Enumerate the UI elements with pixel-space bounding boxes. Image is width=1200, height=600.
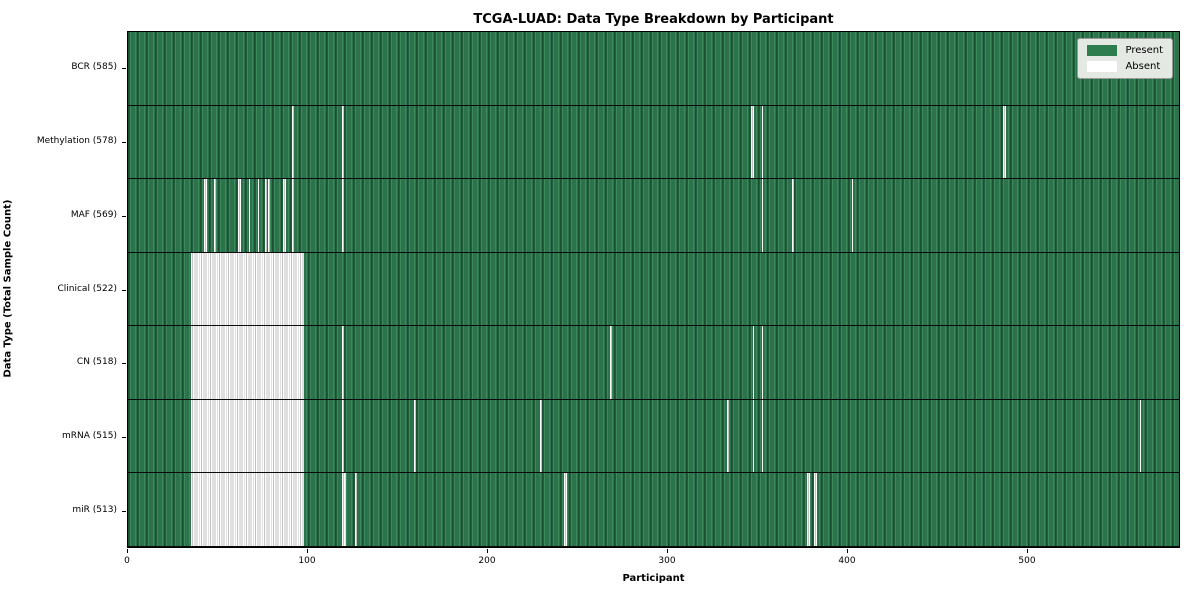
ytick-mark (122, 141, 126, 143)
xtick-label: 300 (658, 556, 676, 566)
ytick-mark (122, 363, 126, 365)
xtick-label: 0 (124, 556, 130, 566)
absent-cell (761, 105, 764, 179)
absent-cell (761, 399, 764, 473)
legend-entry-absent: Absent (1087, 61, 1163, 72)
ytick-label: Clinical (522) (57, 283, 117, 294)
absent-cell (540, 399, 542, 473)
absent-cell (214, 179, 217, 252)
ytick-label: CN (518) (76, 357, 117, 368)
heatmap-row-clinical (128, 252, 1179, 327)
xtick-mark (127, 549, 128, 553)
ytick-label: miR (513) (72, 505, 117, 516)
absent-cell (191, 473, 305, 547)
xtick-label: 200 (478, 556, 496, 566)
absent-cell (291, 105, 294, 179)
absent-swatch-icon (1087, 61, 1118, 72)
absent-cell (792, 179, 794, 252)
absent-cell (342, 399, 344, 473)
absent-cell (806, 473, 811, 547)
heatmap-row-mrna (128, 399, 1179, 474)
heatmap-row-maf (128, 179, 1179, 253)
xtick-mark (487, 549, 488, 553)
absent-cell (282, 179, 287, 252)
absent-cell (342, 473, 346, 547)
absent-cell (248, 179, 251, 252)
ytick-mark (122, 437, 126, 439)
absent-cell (1139, 399, 1142, 473)
absent-cell (191, 326, 305, 399)
absent-cell (257, 179, 260, 252)
xtick-mark (1027, 549, 1028, 553)
absent-cell (268, 179, 271, 252)
absent-cell (291, 179, 294, 252)
xtick-label: 400 (838, 556, 856, 566)
absent-cell (610, 326, 613, 399)
absent-cell (191, 252, 305, 326)
absent-cell (354, 473, 357, 547)
absent-cell (342, 179, 344, 252)
absent-cell (752, 399, 755, 473)
ytick-label: MAF (569) (70, 209, 117, 220)
x-axis-label: Participant (622, 573, 685, 584)
ytick-mark (122, 289, 126, 291)
absent-cell (750, 105, 755, 179)
xtick-mark (667, 549, 668, 553)
ytick-mark (122, 67, 126, 69)
absent-cell (414, 399, 416, 473)
xtick-mark (847, 549, 848, 553)
legend-entry-present: Present (1087, 45, 1163, 56)
absent-cell (191, 399, 305, 473)
legend-present-label: Present (1125, 45, 1163, 56)
legend-absent-label: Absent (1125, 61, 1161, 72)
plot-area: Present Absent (127, 31, 1180, 548)
present-swatch-icon (1087, 45, 1118, 56)
absent-cell (342, 326, 344, 399)
absent-cell (761, 326, 764, 399)
xtick-label: 100 (298, 556, 316, 566)
xtick-mark (307, 549, 308, 553)
absent-cell (342, 105, 344, 179)
ytick-mark (122, 215, 126, 217)
heatmap-row-cn (128, 326, 1179, 400)
chart-title: TCGA-LUAD: Data Type Breakdown by Partic… (473, 12, 834, 27)
absent-cell (752, 326, 755, 399)
absent-cell (264, 179, 267, 252)
xtick-label: 500 (1018, 556, 1036, 566)
absent-cell (851, 179, 854, 252)
absent-cell (813, 473, 818, 547)
absent-cell (761, 179, 764, 252)
heatmap-row-mir (128, 473, 1179, 548)
ytick-mark (122, 511, 126, 513)
absent-cell (727, 399, 730, 473)
absent-cell (203, 179, 208, 252)
heatmap-row-bcr (128, 32, 1179, 106)
heatmap-row-methylation (128, 105, 1179, 180)
ytick-label: Methylation (578) (36, 135, 117, 146)
ytick-label: BCR (585) (71, 61, 117, 72)
absent-cell (1002, 105, 1007, 179)
absent-cell (237, 179, 242, 252)
legend: Present Absent (1077, 38, 1173, 79)
ytick-label: mRNA (515) (62, 431, 117, 442)
absent-cell (563, 473, 568, 547)
